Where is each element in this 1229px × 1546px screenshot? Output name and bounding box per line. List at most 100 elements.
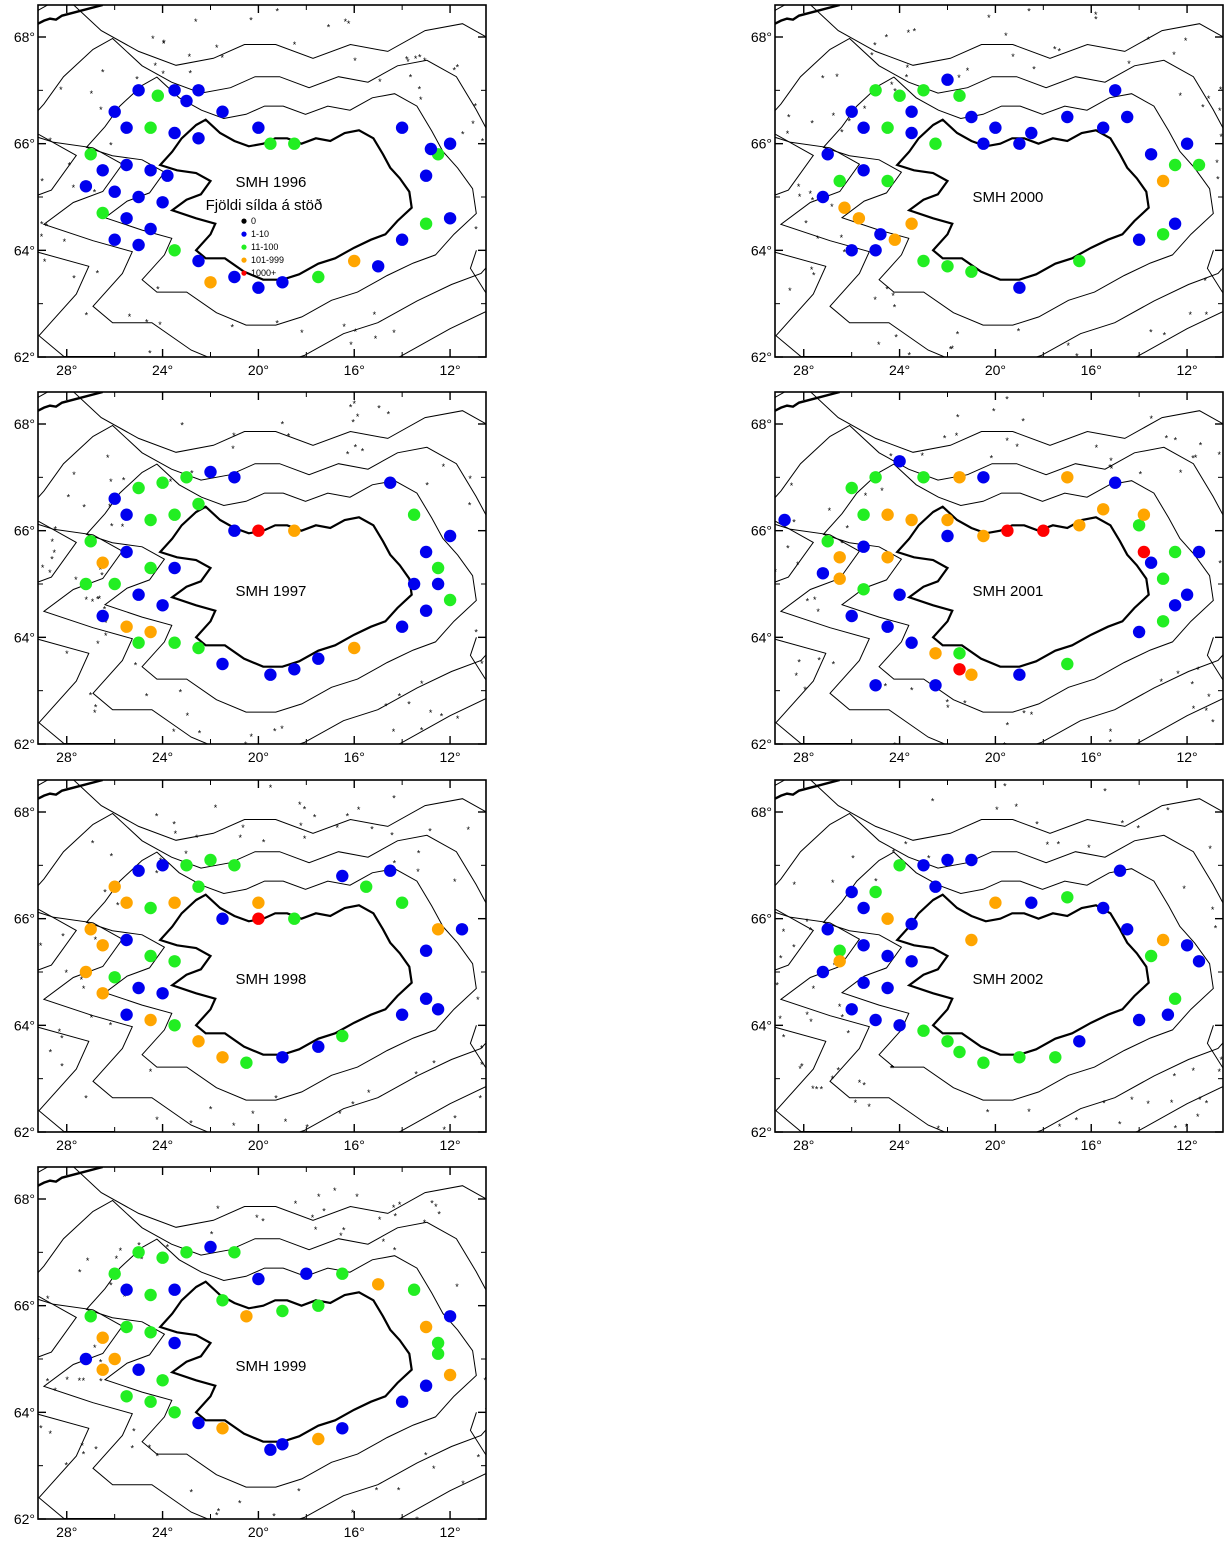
null-station-mark: * — [82, 1376, 86, 1386]
station-marker — [360, 880, 373, 893]
null-station-mark: * — [1189, 310, 1193, 320]
null-station-mark: * — [377, 403, 381, 413]
lon-tick-label: 20° — [248, 749, 269, 765]
station-marker — [833, 572, 846, 585]
station-marker — [216, 912, 229, 925]
null-station-mark: * — [495, 1286, 499, 1296]
station-marker — [431, 1336, 445, 1350]
null-station-mark: * — [945, 697, 949, 707]
null-station-mark: * — [845, 524, 849, 534]
station-marker — [1073, 1035, 1086, 1048]
station-marker — [132, 981, 145, 995]
null-station-mark: * — [1220, 1055, 1224, 1065]
station-marker — [857, 508, 870, 521]
station-marker — [108, 492, 121, 505]
station-marker — [953, 89, 966, 102]
depth-contour — [38, 812, 486, 1132]
null-station-mark: * — [84, 595, 88, 605]
null-station-mark: * — [255, 1213, 259, 1223]
lon-tick-label: 16° — [344, 362, 365, 378]
iceland-coastline — [158, 1280, 413, 1443]
station-marker — [917, 859, 930, 872]
null-station-mark: * — [284, 1117, 288, 1127]
station-marker — [192, 254, 205, 268]
null-station-mark: * — [1218, 558, 1222, 568]
null-station-mark: * — [216, 1204, 220, 1214]
null-station-mark: * — [419, 95, 423, 105]
station-marker — [857, 540, 870, 553]
null-station-mark: * — [782, 1033, 786, 1043]
station-marker — [132, 238, 145, 252]
null-station-mark: * — [810, 265, 814, 275]
null-station-mark: * — [908, 351, 912, 361]
lat-tick-label: 68° — [14, 29, 35, 45]
null-station-mark: * — [820, 1085, 824, 1095]
station-marker — [881, 508, 894, 521]
iceland-coastline — [895, 893, 1150, 1056]
null-station-mark: * — [49, 1048, 53, 1058]
null-station-mark: * — [851, 853, 855, 863]
null-station-mark: * — [480, 1044, 484, 1054]
lat-tick-label: 64° — [751, 242, 772, 258]
station-marker — [144, 625, 157, 639]
depth-contour — [775, 812, 1223, 1132]
map-area: ****************************************… — [775, 5, 1223, 361]
null-station-mark: * — [392, 1203, 396, 1213]
null-station-mark: * — [792, 518, 796, 528]
null-station-mark: * — [32, 982, 36, 992]
station-marker — [144, 561, 157, 575]
station-marker — [156, 1251, 169, 1264]
null-station-mark: * — [1208, 844, 1212, 854]
null-station-mark: * — [179, 687, 183, 697]
null-station-mark: * — [51, 537, 55, 547]
map-area: ****************************************… — [38, 1167, 499, 1519]
null-station-mark: * — [40, 220, 44, 230]
station-marker — [1061, 891, 1074, 904]
null-station-mark: * — [231, 444, 235, 454]
station-marker — [929, 137, 942, 150]
null-station-mark: * — [13, 560, 17, 570]
lat-tick-label: 68° — [751, 804, 772, 820]
null-station-mark: * — [65, 1375, 69, 1385]
null-station-mark: * — [809, 189, 813, 199]
station-marker — [1132, 1013, 1146, 1027]
station-marker — [833, 944, 846, 957]
null-station-mark: * — [39, 941, 43, 951]
null-station-mark: * — [528, 240, 532, 250]
station-marker — [192, 497, 205, 511]
station-marker — [1013, 1051, 1026, 1064]
station-marker — [1061, 657, 1074, 671]
station-marker — [1156, 174, 1170, 188]
station-marker — [929, 880, 942, 893]
null-station-mark: * — [317, 1192, 321, 1202]
station-marker — [204, 1240, 217, 1254]
null-station-mark: * — [805, 917, 809, 927]
null-station-mark: * — [828, 506, 832, 516]
null-station-mark: * — [80, 975, 84, 985]
lon-tick-label: 24° — [152, 1137, 173, 1153]
depth-contour — [38, 424, 486, 744]
null-station-mark: * — [805, 1010, 809, 1020]
station-marker — [953, 471, 966, 484]
null-station-mark: * — [1035, 819, 1039, 829]
null-station-mark: * — [562, 557, 566, 567]
null-station-mark: * — [1217, 450, 1221, 460]
null-station-mark: * — [812, 984, 816, 994]
station-marker — [1180, 137, 1194, 150]
null-station-mark: * — [414, 1069, 418, 1079]
null-station-mark: * — [1149, 327, 1153, 337]
null-station-mark: * — [349, 402, 353, 412]
legend-label: 1-10 — [251, 229, 269, 239]
map-frame — [37, 779, 487, 1133]
null-station-mark: * — [471, 119, 475, 129]
station-marker — [96, 1331, 109, 1344]
null-station-mark: * — [261, 1216, 265, 1226]
null-station-mark: * — [1127, 59, 1131, 69]
null-station-mark: * — [99, 1357, 103, 1367]
station-marker — [79, 180, 93, 193]
lon-tick-label: 24° — [889, 362, 910, 378]
lon-tick-label: 24° — [152, 1524, 173, 1540]
null-station-mark: * — [562, 608, 566, 618]
null-station-mark: * — [189, 69, 193, 79]
